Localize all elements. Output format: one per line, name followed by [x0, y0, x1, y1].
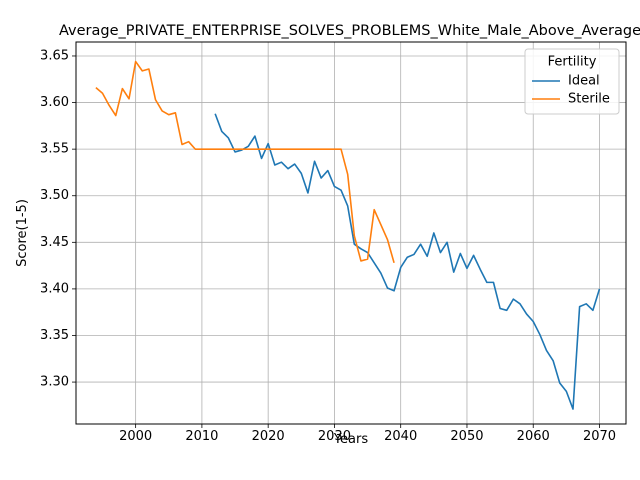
- x-tick-label: 2060: [517, 429, 550, 444]
- y-tick-label: 3.30: [40, 375, 69, 390]
- legend-label-sterile: Sterile: [568, 92, 610, 107]
- y-tick-label: 3.50: [40, 188, 69, 203]
- y-tick-label: 3.35: [40, 328, 69, 343]
- series-line-ideal: [214, 113, 601, 410]
- x-tick-label: 2040: [384, 429, 417, 444]
- x-tick-label: 2010: [185, 429, 218, 444]
- y-tick-label: 3.55: [40, 142, 69, 157]
- x-tick-label: 2030: [318, 429, 351, 444]
- x-tick-label: 2050: [450, 429, 483, 444]
- legend-label-ideal: Ideal: [568, 74, 600, 89]
- y-tick-label: 3.65: [40, 48, 69, 63]
- x-tick-label: 2020: [252, 429, 285, 444]
- x-tick-label: 2000: [119, 429, 152, 444]
- y-tick-label: 3.60: [40, 95, 69, 110]
- y-tick-label: 3.45: [40, 235, 69, 250]
- legend-box: [524, 48, 620, 115]
- legend: Fertility Ideal Sterile: [524, 48, 620, 115]
- x-axis-label: Years: [333, 432, 369, 447]
- x-tick-label: 2070: [583, 429, 616, 444]
- legend-title: Fertility: [548, 55, 597, 70]
- plot-frame: [75, 41, 627, 425]
- y-tick-label: 3.40: [40, 281, 69, 296]
- series-layer: [95, 60, 601, 410]
- y-axis: 3.30 3.35 3.40 3.45 3.50 3.55 3.60 3.65: [40, 48, 76, 390]
- y-axis-label: Score(1-5): [15, 199, 30, 267]
- series-line-sterile: [95, 60, 395, 264]
- x-axis: 2000 2010 2020 2030 2040 2050 2060 2070: [119, 424, 616, 444]
- chart-title: Average_PRIVATE_ENTERPRISE_SOLVES_PROBLE…: [59, 23, 640, 39]
